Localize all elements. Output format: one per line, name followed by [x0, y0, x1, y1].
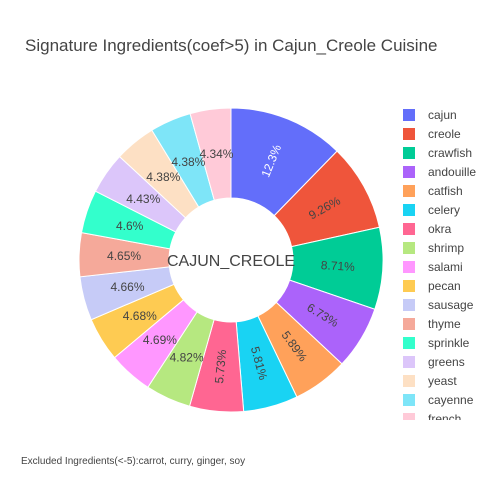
legend-item-cayenne[interactable]: cayenne	[403, 393, 474, 407]
pie-slices	[78, 107, 384, 413]
legend-swatch	[403, 280, 415, 292]
legend-item-shrimp[interactable]: shrimp	[403, 241, 464, 255]
legend-label: celery	[428, 203, 460, 217]
legend-label: cajun	[428, 108, 457, 122]
legend-item-yeast[interactable]: yeast	[403, 374, 457, 388]
legend-label: cayenne	[428, 393, 474, 407]
legend-item-sausage[interactable]: sausage	[403, 298, 474, 312]
slice-label-sausage: 4.66%	[111, 280, 145, 294]
legend-swatch	[403, 128, 415, 140]
legend-item-catfish[interactable]: catfish	[403, 184, 463, 198]
legend-swatch	[403, 299, 415, 311]
legend-item-cajun[interactable]: cajun	[403, 108, 457, 122]
slice-label-french: 4.34%	[199, 147, 233, 161]
legend-label: sausage	[428, 298, 474, 312]
slice-label-shrimp: 4.82%	[170, 350, 204, 364]
legend[interactable]: cajun creole crawfish andouille catfish celer…	[403, 108, 476, 426]
legend-label: shrimp	[428, 241, 464, 255]
legend-item-okra[interactable]: okra	[403, 222, 452, 236]
legend-label: french	[428, 412, 461, 426]
legend-swatch	[403, 204, 415, 216]
slice-label-okra: 5.73%	[212, 349, 229, 385]
legend-item-thyme[interactable]: thyme	[403, 317, 461, 331]
legend-swatch	[403, 413, 415, 420]
slice-label-crawfish: 8.71%	[320, 258, 355, 274]
legend-item-greens[interactable]: greens	[403, 355, 465, 369]
legend-swatch	[403, 147, 415, 159]
legend-label: pecan	[428, 279, 461, 293]
legend-item-crawfish[interactable]: crawfish	[403, 146, 472, 160]
legend-swatch	[403, 375, 415, 387]
legend-label: sprinkle	[428, 336, 470, 350]
legend-label: catfish	[428, 184, 463, 198]
legend-swatch	[403, 337, 415, 349]
hole-label: CAJUN_CREOLE	[167, 253, 295, 270]
legend-swatch	[403, 242, 415, 254]
legend-label: crawfish	[428, 146, 472, 160]
slice-label-cayenne: 4.38%	[171, 155, 205, 169]
legend-label: creole	[428, 127, 461, 141]
legend-swatch	[403, 318, 415, 330]
slice-label-sprinkle: 4.6%	[116, 219, 144, 233]
legend-swatch	[403, 394, 415, 406]
slice-label-salami: 4.69%	[143, 333, 177, 347]
slice-label-thyme: 4.65%	[107, 249, 141, 263]
legend-label: greens	[428, 355, 465, 369]
legend-label: andouille	[428, 165, 476, 179]
legend-swatch	[403, 109, 415, 121]
legend-swatch	[403, 185, 415, 197]
legend-item-salami[interactable]: salami	[403, 260, 463, 274]
chart-title: Signature Ingredients(coef>5) in Cajun_C…	[25, 36, 438, 55]
footnote: Excluded Ingredients(<-5):carrot, curry,…	[21, 456, 245, 467]
slice-label-greens: 4.43%	[126, 192, 160, 206]
slice-label-pecan: 4.68%	[123, 309, 157, 323]
pie-slice-french[interactable]	[189, 107, 232, 201]
legend-item-creole[interactable]: creole	[403, 127, 461, 141]
legend-label: salami	[428, 260, 463, 274]
legend-item-french[interactable]: french	[403, 412, 461, 426]
legend-item-sprinkle[interactable]: sprinkle	[403, 336, 470, 350]
legend-swatch	[403, 166, 415, 178]
legend-swatch	[403, 356, 415, 368]
legend-label: thyme	[428, 317, 461, 331]
slice-label-yeast: 4.38%	[146, 170, 180, 184]
legend-item-pecan[interactable]: pecan	[403, 279, 461, 293]
legend-item-celery[interactable]: celery	[403, 203, 460, 217]
legend-item-andouille[interactable]: andouille	[403, 165, 476, 179]
legend-swatch	[403, 261, 415, 273]
legend-swatch	[403, 223, 415, 235]
legend-label: okra	[428, 222, 452, 236]
legend-label: yeast	[428, 374, 457, 388]
